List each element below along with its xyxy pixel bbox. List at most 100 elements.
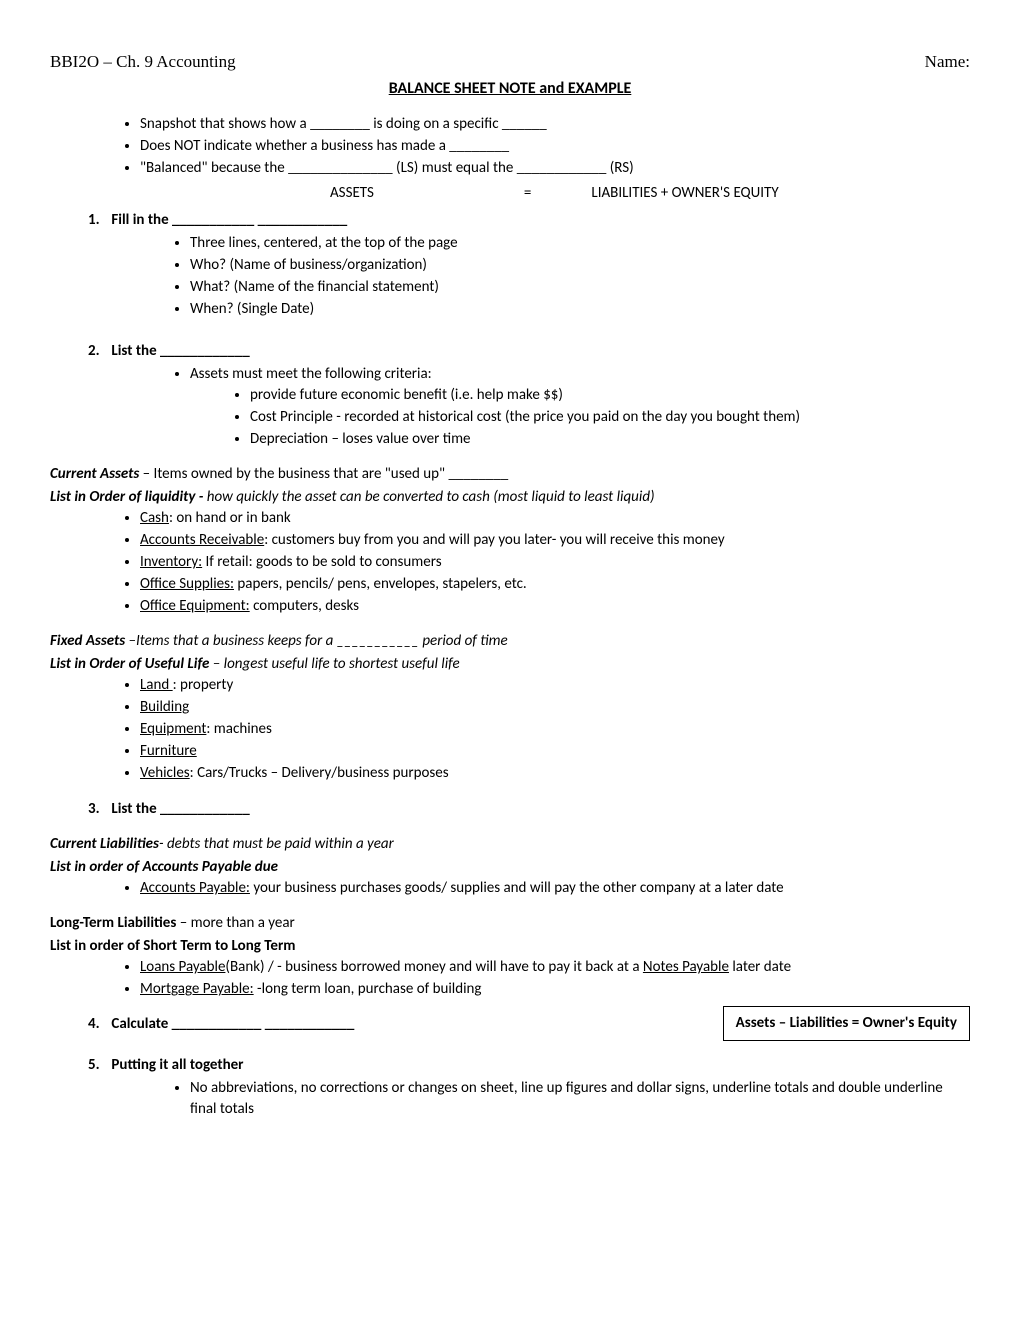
list-item: Accounts Receivable: customers buy from … xyxy=(140,530,970,551)
liab-name: Loans Payable xyxy=(140,958,225,976)
list-item: Who? (Name of business/organization) xyxy=(190,255,970,276)
asset-name: Land xyxy=(140,676,173,694)
list-item: Furniture xyxy=(140,741,970,762)
list-item: Cash: on hand or in bank xyxy=(140,508,970,529)
asset-name: Office Supplies: xyxy=(140,575,234,593)
asset-name: Accounts Receivable xyxy=(140,531,264,549)
fixed-assets-list: Land : property Building Equipment: mach… xyxy=(140,675,970,784)
step-4-row: 4. Calculate ____________ ____________ A… xyxy=(50,1010,970,1041)
liab-desc: -long term loan, purchase of building xyxy=(254,980,482,998)
heading-bold: Long-Term Liabilities xyxy=(50,914,176,932)
liab-desc: (Bank) / - business borrowed money and w… xyxy=(225,958,643,976)
asset-desc: computers, desks xyxy=(250,597,359,615)
equation-right: LIABILITIES + OWNER'S EQUITY xyxy=(591,183,778,204)
header-right: Name: xyxy=(925,50,970,74)
asset-name: Office Equipment: xyxy=(140,597,250,615)
intro-bullet: "Balanced" because the ______________ (L… xyxy=(140,158,970,179)
list-item: When? (Single Date) xyxy=(190,299,970,320)
asset-name: Inventory: xyxy=(140,553,202,571)
list-item: Loans Payable(Bank) / - business borrowe… xyxy=(140,957,970,978)
list-item: Equipment: machines xyxy=(140,719,970,740)
list-item: Office Equipment: computers, desks xyxy=(140,596,970,617)
asset-name: Building xyxy=(140,698,189,716)
list-item: Inventory: If retail: goods to be sold t… xyxy=(140,552,970,573)
list-item: What? (Name of the financial statement) xyxy=(190,277,970,298)
step1-bullets: Three lines, centered, at the top of the… xyxy=(190,233,970,320)
step-5: 5. Putting it all together xyxy=(88,1055,970,1076)
long-liab-heading: Long-Term Liabilities – more than a year xyxy=(50,913,970,934)
header-left: BBI2O – Ch. 9 Accounting xyxy=(50,50,236,74)
list-item: Accounts Payable: your business purchase… xyxy=(140,878,970,899)
list-item: No abbreviations, no corrections or chan… xyxy=(190,1078,970,1120)
heading-bold: Current Assets xyxy=(50,465,139,483)
heading-rest: – Items owned by the business that are "… xyxy=(139,465,508,483)
list-item: provide future economic benefit (i.e. he… xyxy=(250,385,970,406)
step-num: 5. xyxy=(88,1055,108,1076)
heading-rest: - debts that must be paid within a year xyxy=(159,835,394,853)
step-label: Fill in the ___________ ____________ xyxy=(111,211,347,229)
liquidity-rest: how quickly the asset can be converted t… xyxy=(207,488,655,506)
long-liab-list: Loans Payable(Bank) / - business borrowe… xyxy=(140,957,970,1000)
step-label: List the ____________ xyxy=(111,342,249,360)
step-4: 4. Calculate ____________ ____________ xyxy=(88,1014,703,1035)
list-item: Cost Principle - recorded at historical … xyxy=(250,407,970,428)
liab-name: Mortgage Payable: xyxy=(140,980,254,998)
criteria-list: provide future economic benefit (i.e. he… xyxy=(250,385,970,450)
list-item: Office Supplies: papers, pencils/ pens, … xyxy=(140,574,970,595)
current-liab-list: Accounts Payable: your business purchase… xyxy=(140,878,970,899)
list-item: Depreciation – loses value over time xyxy=(250,429,970,450)
asset-desc: If retail: goods to be sold to consumers xyxy=(202,553,441,571)
list-item: Land : property xyxy=(140,675,970,696)
step-num: 4. xyxy=(88,1014,108,1035)
step2-bullets: Assets must meet the following criteria:… xyxy=(190,364,970,450)
list-item: Assets must meet the following criteria:… xyxy=(190,364,970,450)
step-label: Putting it all together xyxy=(111,1056,243,1074)
step-3: 3. List the ____________ xyxy=(88,799,970,820)
asset-desc: : Cars/Trucks – Delivery/business purpos… xyxy=(190,764,449,782)
current-assets-heading: Current Assets – Items owned by the busi… xyxy=(50,464,970,485)
criteria-lead: Assets must meet the following criteria: xyxy=(190,365,432,383)
list-item: Vehicles: Cars/Trucks – Delivery/busines… xyxy=(140,763,970,784)
liab-name: Accounts Payable: xyxy=(140,879,250,897)
intro-bullets: Snapshot that shows how a ________ is do… xyxy=(140,114,970,179)
long-liab-sub: List in order of Short Term to Long Term xyxy=(50,936,970,957)
asset-name: Cash xyxy=(140,509,169,527)
current-assets-list: Cash: on hand or in bank Accounts Receiv… xyxy=(140,508,970,617)
asset-desc: : machines xyxy=(206,720,271,738)
step-label: Calculate ____________ ____________ xyxy=(111,1015,354,1033)
asset-desc: : on hand or in bank xyxy=(169,509,291,527)
intro-bullet: Snapshot that shows how a ________ is do… xyxy=(140,114,970,135)
step-1: 1. Fill in the ___________ ____________ xyxy=(88,210,970,231)
asset-name: Equipment xyxy=(140,720,206,738)
ap-sub: List in order of Accounts Payable due xyxy=(50,857,970,878)
step-num: 2. xyxy=(88,341,108,362)
equation-mid: = xyxy=(524,183,531,204)
step-num: 3. xyxy=(88,799,108,820)
asset-name: Furniture xyxy=(140,742,197,760)
step-label: List the ____________ xyxy=(111,800,249,818)
liab-name-2: Notes Payable xyxy=(643,958,729,976)
equation-left: ASSETS xyxy=(330,183,374,204)
step-num: 1. xyxy=(88,210,108,231)
asset-desc: : property xyxy=(173,676,234,694)
list-item: Building xyxy=(140,697,970,718)
intro-bullet: Does NOT indicate whether a business has… xyxy=(140,136,970,157)
header-row: BBI2O – Ch. 9 Accounting Name: xyxy=(50,50,970,74)
heading-rest: – more than a year xyxy=(176,914,294,932)
useful-life-line: List in Order of Useful Life – longest u… xyxy=(50,654,970,675)
heading-rest: –Items that a business keeps for a _____… xyxy=(125,632,508,650)
document-title: BALANCE SHEET NOTE and EXAMPLE xyxy=(50,78,970,100)
heading-bold: Current Liabilities xyxy=(50,835,159,853)
liquidity-line: List in Order of liquidity - how quickly… xyxy=(50,487,970,508)
liab-desc-2: later date xyxy=(729,958,791,976)
life-rest: – longest useful life to shortest useful… xyxy=(209,655,459,673)
liquidity-bold: List in Order of liquidity - xyxy=(50,488,207,506)
fixed-assets-heading: Fixed Assets –Items that a business keep… xyxy=(50,631,970,652)
life-bold: List in Order of Useful Life xyxy=(50,655,209,673)
step5-bullets: No abbreviations, no corrections or chan… xyxy=(190,1078,970,1120)
asset-desc: : customers buy from you and will pay yo… xyxy=(264,531,725,549)
asset-name: Vehicles xyxy=(140,764,190,782)
step-2: 2. List the ____________ xyxy=(88,341,970,362)
owners-equity-box: Assets – Liabilities = Owner's Equity xyxy=(723,1006,970,1041)
equation-row: ASSETS = LIABILITIES + OWNER'S EQUITY xyxy=(330,183,970,204)
